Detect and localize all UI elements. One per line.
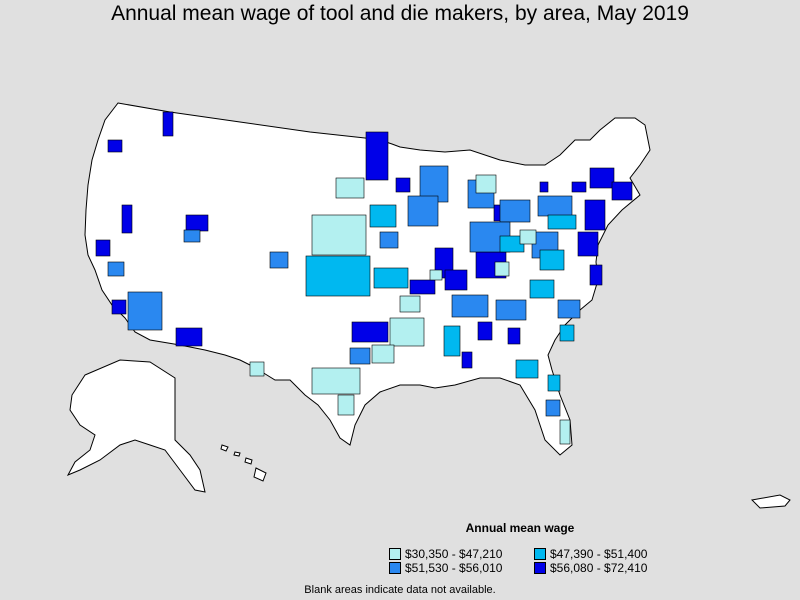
regions-56080-72410 bbox=[95, 111, 633, 369]
legend-swatch-4 bbox=[534, 562, 546, 574]
legend-item-1: $30,350 - $47,210 bbox=[389, 547, 502, 561]
legend-swatch-1 bbox=[389, 548, 401, 560]
legend-title: Annual mean wage bbox=[465, 521, 575, 535]
puerto-rico bbox=[750, 494, 791, 509]
legend-swatch-2 bbox=[534, 548, 546, 560]
regions-30350-47210 bbox=[249, 174, 571, 445]
legend-swatch-3 bbox=[389, 562, 401, 574]
legend-label-1: $30,350 - $47,210 bbox=[405, 547, 503, 561]
legend-label-3: $51,530 - $56,010 bbox=[405, 561, 503, 575]
legend-item-4: $56,080 - $72,410 bbox=[534, 561, 647, 575]
legend-item-2: $47,390 - $51,400 bbox=[534, 547, 647, 561]
legend-label-4: $56,080 - $72,410 bbox=[550, 561, 648, 575]
map-title: Annual mean wage of tool and die makers,… bbox=[111, 2, 689, 25]
hawaii bbox=[220, 444, 267, 482]
alaska bbox=[66, 359, 206, 493]
regions-47390-51400 bbox=[305, 204, 577, 392]
footnote: Blank areas indicate data not available. bbox=[304, 584, 496, 596]
legend-label-2: $47,390 - $51,400 bbox=[550, 547, 648, 561]
legend-item-3: $51,530 - $56,010 bbox=[389, 561, 502, 575]
